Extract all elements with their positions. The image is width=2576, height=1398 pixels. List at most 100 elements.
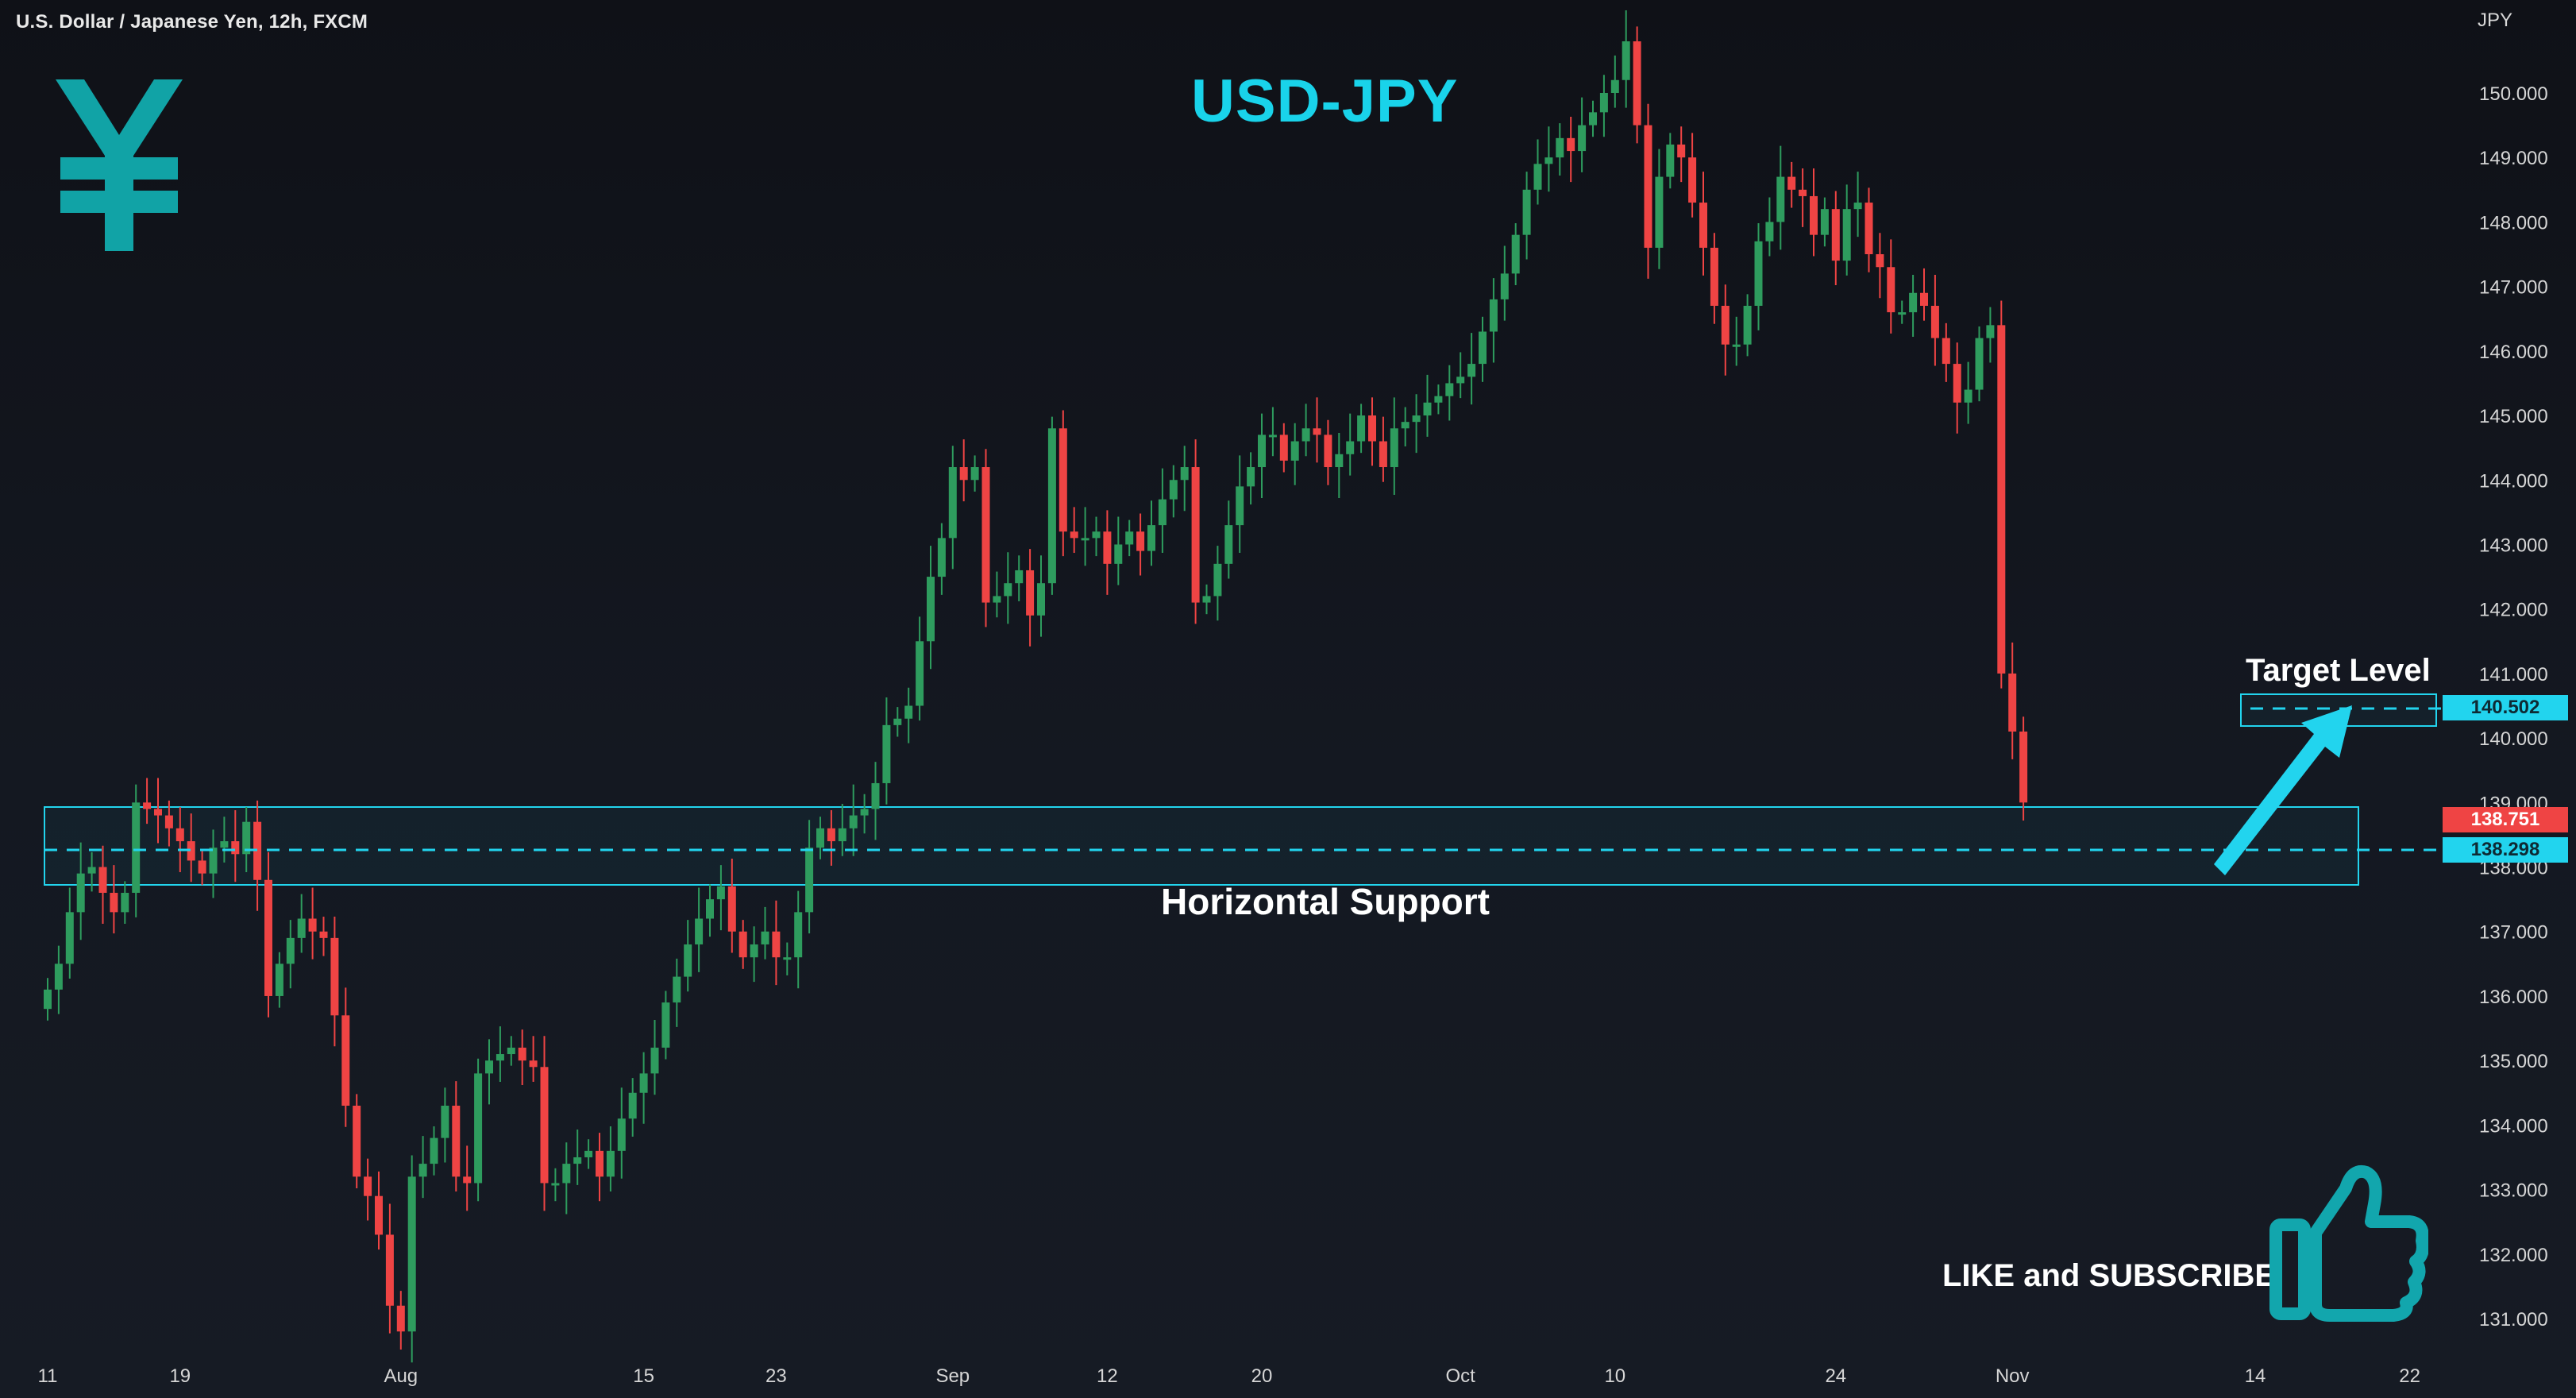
x-tick-label: 12 — [1097, 1365, 1118, 1387]
candle — [1688, 133, 1697, 218]
y-tick-label: 142.000 — [2479, 600, 2548, 621]
candle-body — [993, 596, 1001, 603]
candle — [1103, 510, 1112, 595]
candle — [1522, 172, 1531, 260]
candle — [121, 881, 129, 924]
candle-body — [1953, 364, 1961, 403]
candle-body — [750, 944, 758, 958]
candle — [143, 778, 152, 825]
candle — [110, 865, 118, 934]
candle — [1015, 555, 1024, 601]
candle — [661, 991, 670, 1060]
candle-body — [1313, 428, 1321, 435]
candle-body — [1092, 531, 1101, 539]
candle — [684, 920, 692, 992]
candle — [695, 887, 704, 972]
candle — [529, 1036, 538, 1082]
candle — [1876, 233, 1884, 299]
candle — [76, 842, 85, 940]
candle — [1865, 187, 1873, 272]
candle — [805, 820, 814, 934]
candle — [65, 887, 74, 979]
candle-body — [716, 886, 725, 900]
candle-body — [1522, 189, 1531, 235]
candle — [1677, 126, 1686, 183]
candle-body — [485, 1060, 493, 1074]
y-tick-label: 145.000 — [2479, 406, 2548, 427]
candle-body — [606, 1150, 615, 1177]
candle — [1544, 126, 1553, 192]
candle — [838, 803, 846, 856]
candle-body — [1699, 203, 1707, 248]
candle — [1831, 191, 1840, 286]
candle-body — [1368, 415, 1376, 442]
candle-body — [98, 867, 107, 894]
candle-body — [695, 918, 704, 944]
candle-body — [1103, 531, 1112, 564]
candle — [1898, 300, 1907, 324]
candle — [617, 1087, 626, 1179]
candle-body — [1213, 563, 1222, 597]
candle-body — [164, 815, 173, 828]
thumbs-up-icon[interactable] — [2269, 1157, 2428, 1323]
candle-body — [1136, 531, 1145, 551]
candle-body — [596, 1150, 604, 1177]
candle — [242, 807, 251, 873]
candle — [596, 1133, 604, 1202]
candle-body — [1743, 305, 1752, 345]
candle-body — [1324, 434, 1332, 468]
candle-body — [1268, 434, 1277, 438]
candle-body — [1247, 467, 1255, 487]
x-tick-label: 24 — [1825, 1365, 1846, 1387]
candle — [1920, 268, 1928, 321]
candle — [1456, 352, 1465, 399]
candle — [341, 987, 350, 1127]
candle-body — [794, 912, 803, 958]
candle — [1346, 413, 1355, 476]
candle-body — [1986, 325, 1995, 338]
candle-body — [1180, 467, 1189, 481]
candle-body — [805, 848, 814, 913]
candle-body — [1853, 203, 1862, 210]
candle-body — [650, 1047, 659, 1074]
candle — [1610, 55, 1619, 108]
candle-body — [948, 467, 957, 539]
candle — [1842, 184, 1851, 276]
candle — [1434, 384, 1443, 415]
candle-body — [1401, 422, 1409, 429]
candle — [353, 1094, 361, 1188]
candle — [551, 1168, 560, 1202]
candle-body — [860, 809, 869, 816]
x-tick-label: Sep — [935, 1365, 970, 1387]
candle — [1401, 407, 1409, 447]
yen-logo-icon — [56, 79, 183, 251]
candle-body — [1622, 41, 1630, 80]
candle-body — [628, 1092, 637, 1119]
candle-body — [1500, 273, 1509, 299]
candle-body — [1810, 195, 1818, 235]
candle — [1909, 275, 1918, 337]
target-label: Target Level — [2246, 653, 2431, 688]
chart-main-title: USD-JPY — [1191, 68, 1459, 135]
candle — [1666, 133, 1675, 189]
y-axis-unit: JPY — [2478, 10, 2513, 31]
candle-body — [121, 893, 129, 913]
candle-body — [970, 467, 979, 481]
candle-body — [684, 944, 692, 977]
candle — [154, 778, 162, 844]
candle — [1500, 245, 1509, 321]
candle — [1721, 284, 1730, 376]
candle — [727, 858, 736, 953]
candle-body — [154, 809, 162, 816]
candle — [1799, 168, 1807, 227]
candle — [1047, 416, 1056, 595]
candle — [1810, 168, 1818, 257]
candle — [1445, 365, 1454, 421]
candle-body — [286, 937, 295, 964]
candle-body — [1633, 41, 1641, 126]
candle-body — [1301, 428, 1310, 442]
candle-body — [198, 860, 206, 874]
candle — [1732, 316, 1741, 366]
candle-body — [1158, 499, 1167, 526]
